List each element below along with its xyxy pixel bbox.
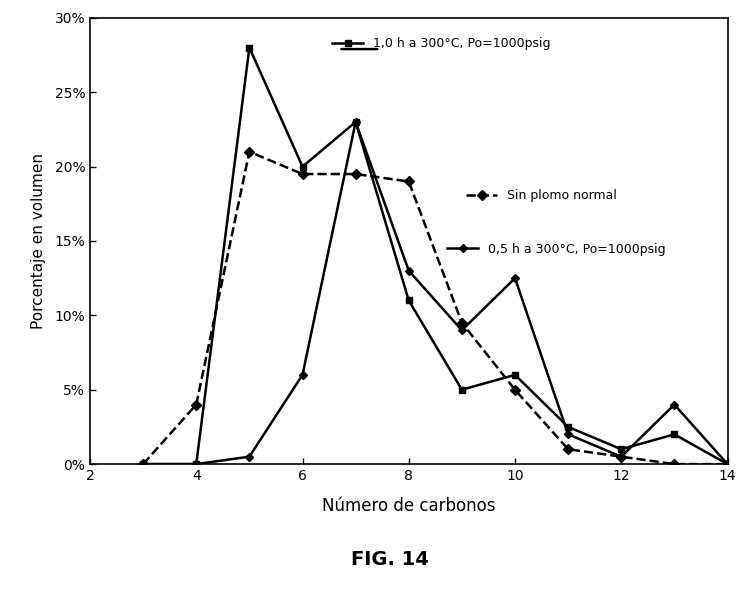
Y-axis label: Porcentaje en volumen: Porcentaje en volumen [31,153,46,329]
Text: FIG. 14: FIG. 14 [351,550,429,569]
X-axis label: Número de carbonos: Número de carbonos [322,497,496,515]
Legend: 0,5 h a 300°C, Po=1000psig: 0,5 h a 300°C, Po=1000psig [447,243,666,256]
